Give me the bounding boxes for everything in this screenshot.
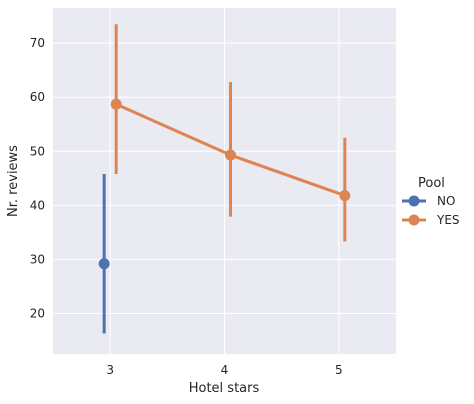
data-point (110, 98, 122, 110)
y-tick-label: 60 (30, 90, 45, 104)
data-point (225, 149, 237, 161)
data-point (98, 258, 110, 270)
legend-swatch-marker (408, 195, 420, 207)
tick-labels: 20 30 40 50 60 70 3 4 5 (30, 36, 343, 377)
legend-label: NO (437, 194, 455, 208)
legend-item-yes: YES (402, 213, 460, 227)
x-tick-label: 5 (335, 363, 343, 377)
legend: Pool NO YES (402, 176, 460, 227)
x-tick-label: 3 (106, 363, 114, 377)
y-tick-label: 20 (30, 306, 45, 320)
y-tick-label: 70 (30, 36, 45, 50)
x-tick-label: 4 (221, 363, 229, 377)
series-yes (110, 24, 351, 242)
y-tick-label: 30 (30, 252, 45, 266)
gridlines (53, 8, 396, 354)
y-tick-label: 50 (30, 144, 45, 158)
series-no (98, 173, 110, 334)
y-tick-label: 40 (30, 198, 45, 212)
legend-label: YES (436, 213, 460, 227)
y-axis-label: Nr. reviews (6, 145, 21, 217)
legend-swatch-marker (408, 214, 420, 226)
data-layer (98, 24, 351, 334)
data-point (339, 190, 351, 202)
legend-item-no: NO (402, 194, 455, 208)
legend-title: Pool (418, 176, 445, 191)
x-axis-label: Hotel stars (189, 381, 260, 396)
